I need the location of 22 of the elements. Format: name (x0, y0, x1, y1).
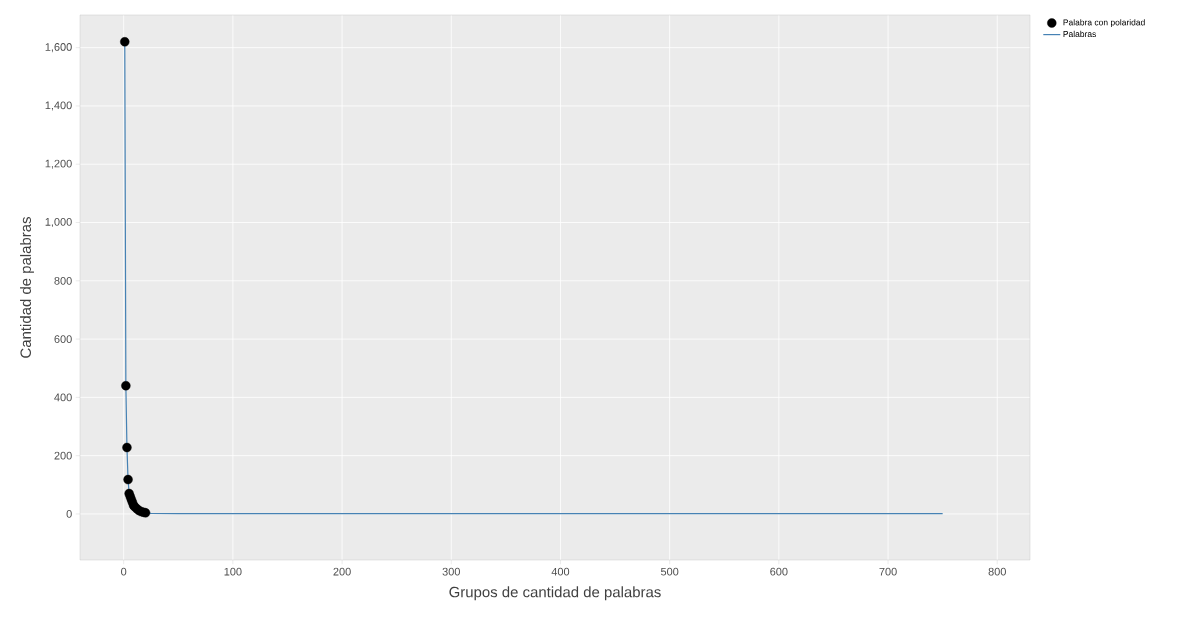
y-tick-label: 1,400 (45, 101, 72, 111)
y-tick-label: 600 (54, 335, 72, 343)
y-tick-label: 200 (54, 451, 72, 460)
x-tick-label: 600 (770, 567, 788, 576)
x-axis-title: Grupos de cantidad de palabras (449, 586, 661, 601)
x-tick-label: 400 (551, 567, 570, 576)
x-tick-label: 300 (442, 567, 460, 576)
x-tick-label: 800 (988, 567, 1006, 576)
x-tick-label: 0 (121, 567, 127, 576)
y-tick-label: 800 (54, 276, 72, 285)
y-tick-label: 1,200 (45, 159, 72, 169)
y-axis-title: Cantidad de palabras (20, 217, 34, 358)
legend-label: Palabra con polaridad (1063, 19, 1145, 28)
y-tick-label: 1,600 (45, 43, 72, 53)
x-tick-label: 100 (224, 567, 242, 576)
y-tick-label: 0 (66, 510, 72, 518)
y-tick-label: 1,000 (45, 217, 72, 228)
x-tick-label: 700 (879, 567, 897, 576)
x-tick-label: 200 (333, 567, 351, 576)
x-tick-label: 500 (660, 567, 679, 576)
y-tick-label: 400 (54, 393, 72, 402)
legend-label: Palabras (1063, 30, 1096, 38)
